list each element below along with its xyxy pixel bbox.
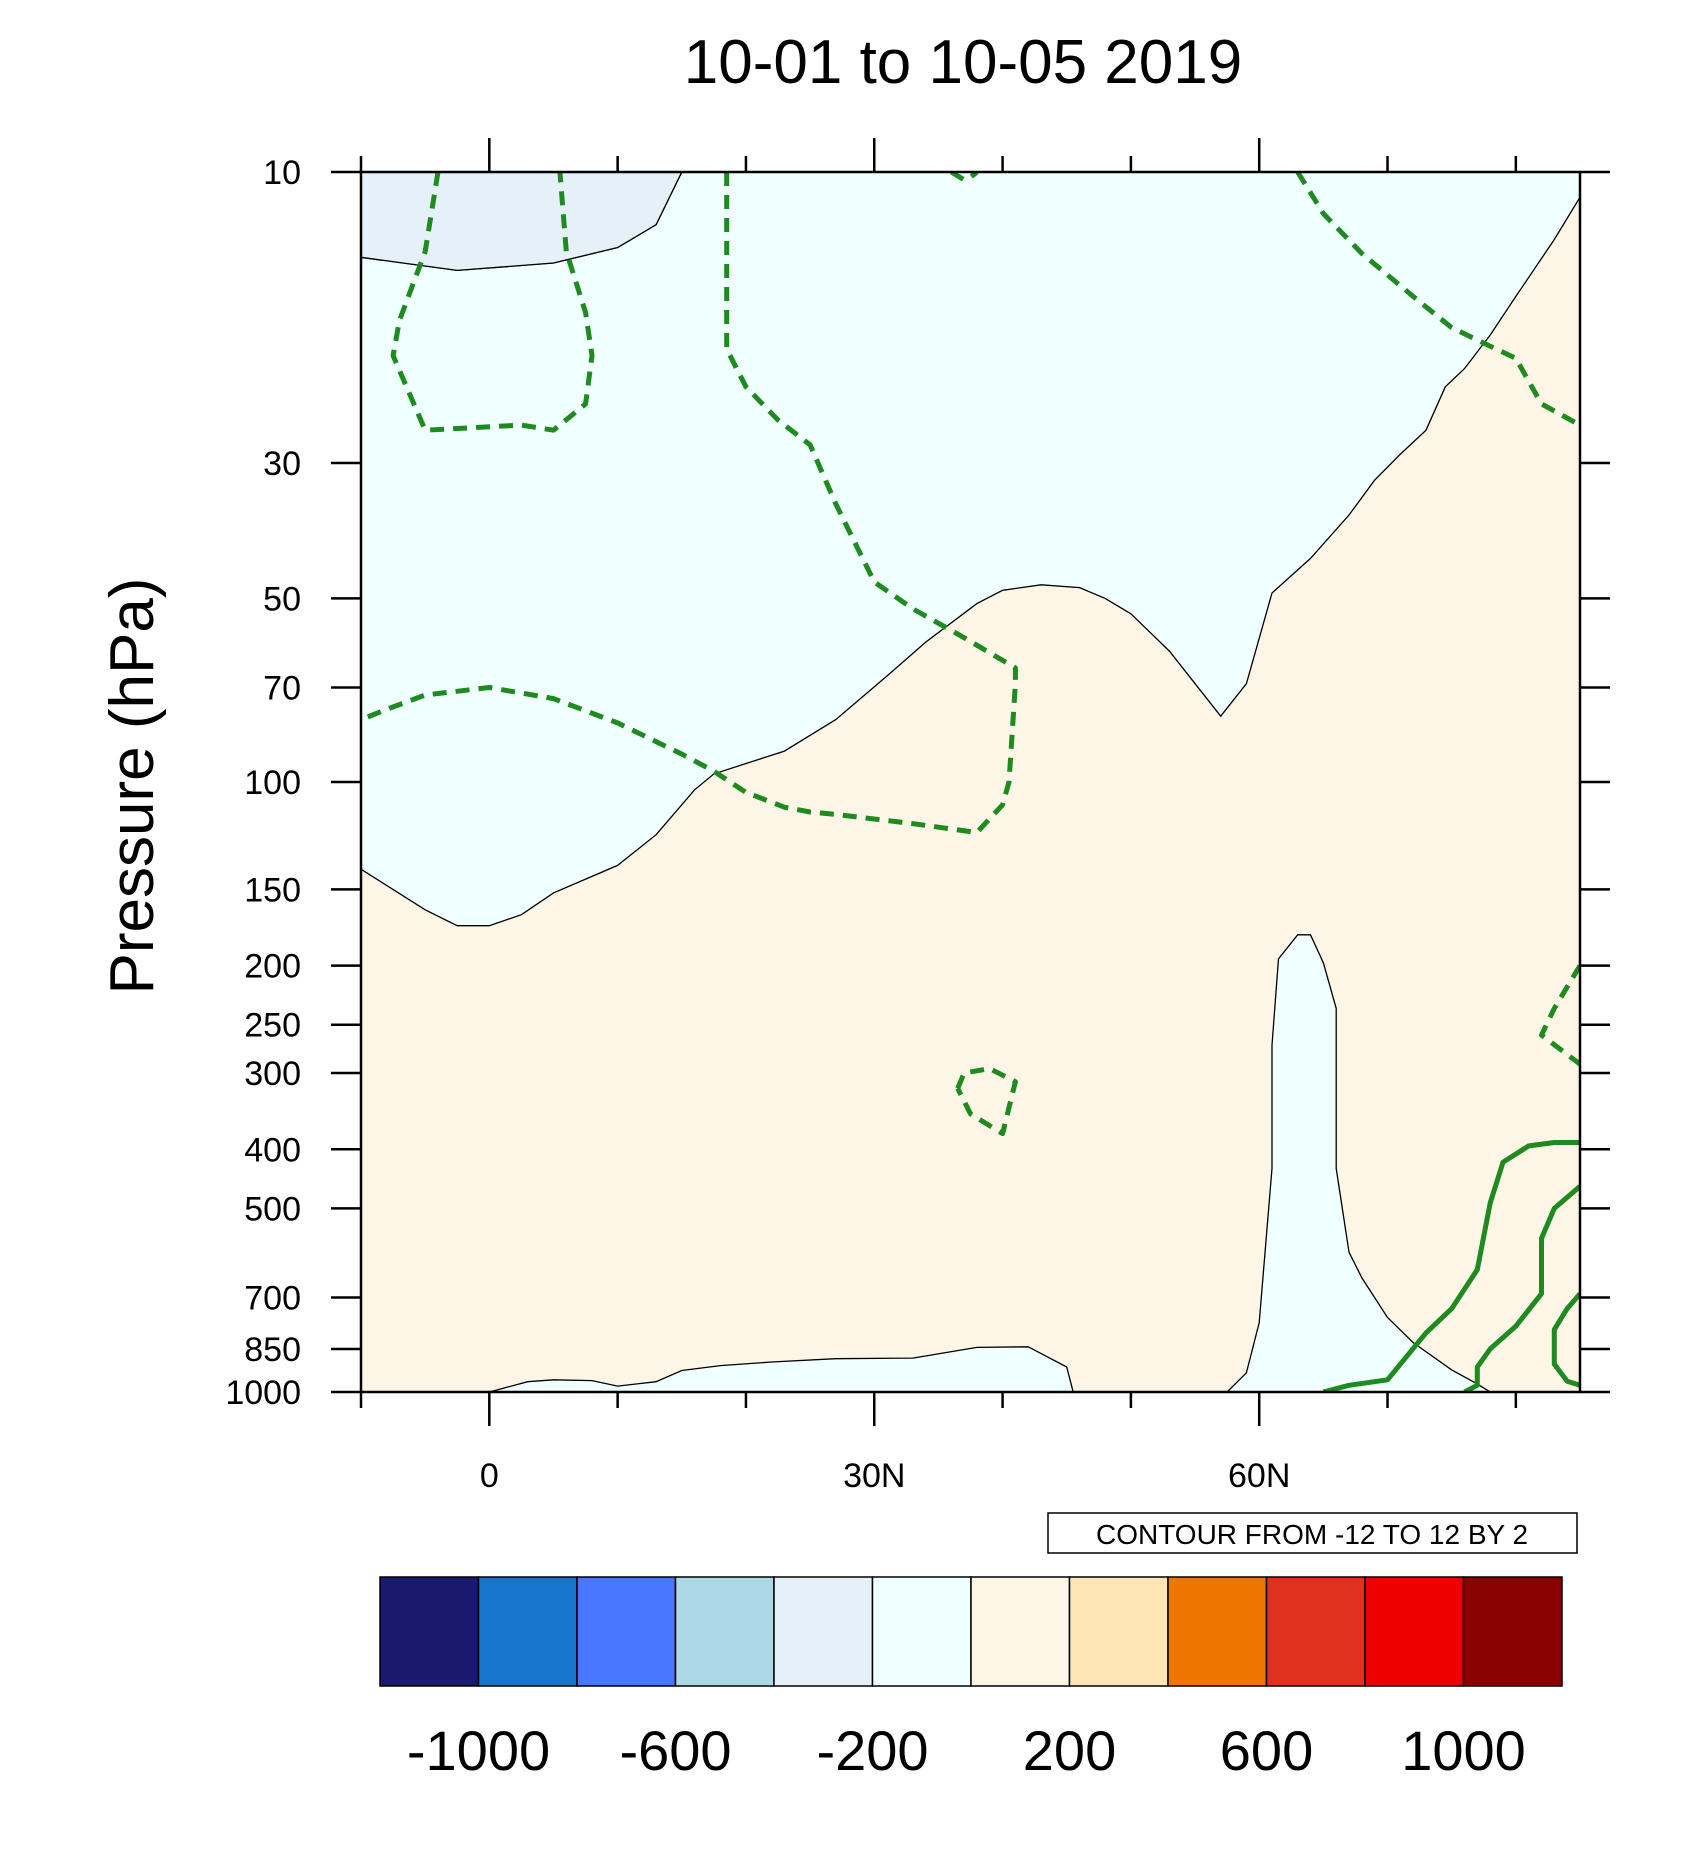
colorbar-swatch	[871, 1576, 972, 1687]
colorbar-swatch	[477, 1576, 578, 1687]
region-negative-200-to-0	[361, 172, 1580, 927]
contour-dashed-line-upper-right	[1295, 172, 1580, 428]
x-tick-labels: 0 30N 60N	[480, 1457, 1291, 1495]
colorbar-label: -1000	[407, 1719, 550, 1782]
contour-dashed-curve-right	[1539, 964, 1580, 1067]
colorbar-label: 600	[1220, 1719, 1313, 1782]
contour-solid-loop-center	[955, 1066, 1018, 1137]
colorbar-swatch	[576, 1576, 677, 1687]
axis-ticks	[331, 138, 1610, 1426]
y-tick-label: 200	[244, 948, 301, 986]
region-negative-400-to-200-topleft	[361, 172, 683, 272]
x-tick-label: 60N	[1228, 1457, 1290, 1495]
y-tick-label: 300	[244, 1055, 301, 1093]
plot-area: 103050701001502002503004005007008501000 …	[225, 138, 1610, 1495]
colorbar-swatch	[1364, 1576, 1465, 1687]
y-tick-label: 50	[263, 580, 301, 618]
colorbar-swatch	[1265, 1576, 1366, 1687]
y-tick-label: 400	[244, 1131, 301, 1169]
colorbar-label: -200	[816, 1719, 928, 1782]
y-axis-label: Pressure (hPa)	[98, 578, 167, 995]
contour-solid-line-lower-right-3	[1551, 1292, 1580, 1388]
x-tick-label: 0	[480, 1457, 499, 1495]
x-tick-label: 30N	[843, 1457, 905, 1495]
y-tick-label: 70	[263, 670, 301, 708]
y-tick-label: 250	[244, 1007, 301, 1045]
colorbar-swatch	[1462, 1576, 1563, 1687]
shaded-regions	[361, 172, 1580, 1392]
y-tick-label: 700	[244, 1280, 301, 1318]
colorbar-labels: -1000 -600 -200 200 600 1000	[407, 1719, 1526, 1782]
y-tick-label: 1000	[225, 1374, 301, 1412]
colorbar-swatch	[674, 1576, 775, 1687]
y-tick-label: 100	[244, 764, 301, 802]
colorbar	[379, 1576, 1563, 1687]
region-negative-200-to-0-surface	[489, 1346, 1074, 1392]
chart-title: 10-01 to 10-05 2019	[684, 28, 1242, 97]
contour-info-label: CONTOUR FROM -12 TO 12 BY 2	[1096, 1519, 1528, 1550]
colorbar-label: 200	[1023, 1719, 1116, 1782]
contour-info-box: CONTOUR FROM -12 TO 12 BY 2	[1047, 1512, 1578, 1554]
contour-dashed-tiny-top	[949, 172, 979, 183]
region-negative-200-to-0-column	[1226, 934, 1492, 1392]
y-tick-label: 150	[244, 871, 301, 909]
colorbar-swatch	[379, 1576, 480, 1687]
contour-lines	[361, 172, 1580, 1392]
y-tick-label: 30	[263, 445, 301, 483]
colorbar-swatch	[1068, 1576, 1169, 1687]
contour-dashed-line-midtop	[361, 172, 1018, 835]
colorbar-label: 1000	[1401, 1719, 1526, 1782]
colorbar-label: -600	[619, 1719, 731, 1782]
y-tick-labels: 10 30 50 70 100 150 200 250 300 400 500 700 850 1000	[225, 154, 301, 1412]
colorbar-swatch	[970, 1576, 1071, 1687]
y-tick-label: 850	[244, 1331, 301, 1369]
contour-dashed-loop-upper-left	[390, 172, 595, 433]
contour-solid-line-lower-right-2	[1463, 1184, 1580, 1392]
colorbar-swatch	[1167, 1576, 1268, 1687]
y-tick-label: 500	[244, 1190, 301, 1228]
colorbar-swatch	[773, 1576, 874, 1687]
contour-solid-line-lower-right-1	[1322, 1140, 1580, 1392]
y-tick-label: 10	[263, 154, 301, 192]
